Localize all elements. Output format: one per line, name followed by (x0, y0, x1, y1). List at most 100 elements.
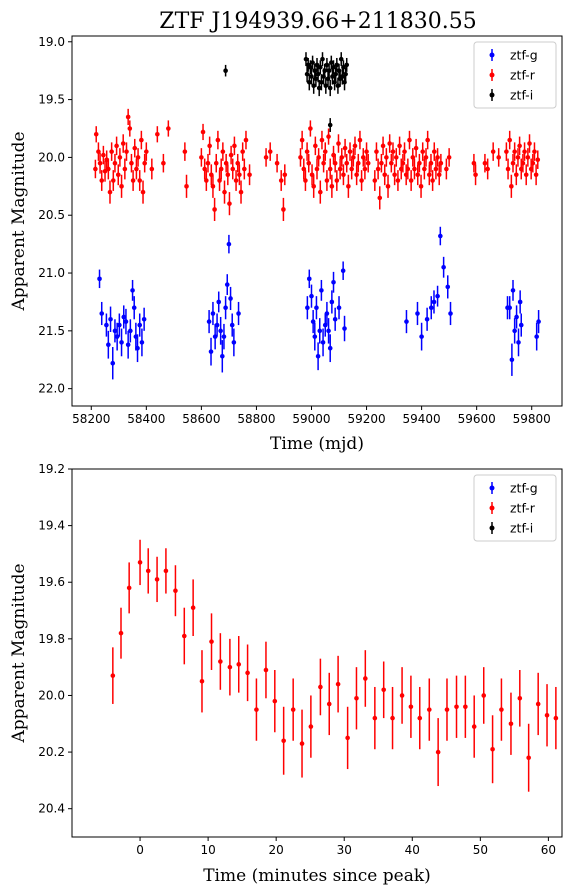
top-ztf-r-point (319, 130, 325, 150)
top-ztf-r-marker (402, 149, 407, 154)
top-ztf-r-point (377, 186, 383, 210)
bottom-axes-frame (71, 468, 563, 838)
top-x-tick-label: 58200 (72, 412, 110, 426)
top-ztf-r-marker (306, 160, 312, 166)
top-ztf-r-point (420, 142, 426, 161)
top-ztf-r-point (130, 170, 136, 191)
top-x-tick-label: 59000 (292, 412, 330, 426)
bottom-ztf-r-point (526, 723, 531, 792)
top-ztf-g-point (306, 269, 312, 289)
top-x-tick-label: 59600 (458, 412, 496, 426)
top-ztf-g-point (212, 323, 218, 350)
bottom-ztf-r-marker (508, 721, 514, 727)
top-ztf-r-point (304, 142, 310, 161)
bottom-ztf-r-point (299, 709, 305, 778)
bottom-ztf-r-marker (417, 715, 423, 721)
top-ztf-r-point (140, 180, 146, 204)
top-ztf-r-point (512, 142, 517, 161)
top-ztf-r-marker (515, 155, 521, 160)
bottom-ztf-r-marker (308, 724, 314, 729)
top-ztf-r-marker (122, 166, 128, 172)
bottom-ztf-r-marker (118, 630, 124, 636)
top-ztf-r-point (402, 142, 407, 161)
bottom-ztf-r-marker (335, 681, 341, 687)
top-ztf-g-point (534, 322, 539, 351)
top-ztf-g-point (106, 330, 111, 359)
top-ztf-g-point (517, 290, 523, 314)
top-ztf-r-point (184, 174, 189, 198)
bottom-ztf-r-marker (490, 746, 495, 752)
top-ztf-i-point (315, 66, 321, 83)
top-ztf-g-marker (518, 322, 524, 328)
top-ztf-r-point (430, 170, 435, 191)
top-ztf-r-point (379, 153, 384, 173)
top-ztf-r-marker (412, 166, 417, 172)
bottom-ztf-r-marker (154, 577, 160, 582)
top-ztf-r-marker (155, 131, 160, 137)
top-ztf-g-point (117, 313, 122, 337)
top-ztf-g-point (97, 269, 102, 289)
top-ztf-i-point (333, 67, 339, 82)
top-ztf-g-marker (329, 299, 335, 305)
top-ztf-i-point (343, 67, 348, 82)
bottom-y-ticks: 19.2 19.4 19.6 19.8 20.0 20.2 20.4 (38, 462, 72, 816)
top-ztf-r-marker (517, 143, 522, 149)
top-ztf-g-marker (509, 357, 515, 363)
top-ztf-r-marker (93, 166, 98, 172)
top-ztf-r-point (329, 174, 335, 198)
bottom-ztf-r-marker (199, 679, 205, 684)
top-ztf-r-marker (375, 166, 381, 172)
top-ztf-i-marker (323, 83, 329, 89)
top-ztf-r-point (347, 142, 353, 161)
bottom-ztf-r-marker (381, 687, 386, 693)
top-ztf-g-marker (320, 340, 326, 345)
bottom-ztf-r-point (227, 638, 233, 696)
bottom-y-axis-label: Apparent Magnitude (9, 563, 29, 743)
top-ztf-g-marker (516, 340, 521, 345)
top-ztf-r-marker (112, 160, 118, 166)
top-ztf-g-marker (517, 299, 523, 305)
top-x-ticks: 58200 58400 58600 58800 59000 59200 59400 59600… (72, 406, 551, 426)
top-ztf-r-marker (205, 160, 211, 166)
top-ztf-i-point (310, 55, 315, 70)
top-ztf-r-point (514, 164, 519, 186)
bottom-ztf-r-point (517, 669, 523, 727)
top-ztf-r-marker (281, 207, 286, 212)
top-ztf-r-point (135, 148, 141, 167)
top-ztf-g-point (121, 305, 127, 329)
top-ztf-r-marker (117, 155, 123, 160)
top-ztf-r-marker (400, 160, 406, 166)
top-ztf-r-point (336, 134, 341, 153)
top-ztf-g-marker (212, 334, 218, 339)
top-ztf-r-point (444, 158, 449, 180)
top-ztf-r-marker (220, 149, 226, 154)
top-ztf-r-point (218, 158, 224, 180)
top-ztf-r-marker (314, 166, 320, 172)
top-ztf-r-marker (97, 160, 103, 166)
top-ztf-r-point (199, 148, 204, 167)
top-ztf-r-marker (342, 145, 348, 151)
top-ztf-i-marker (340, 74, 345, 79)
top-ztf-r-point (326, 128, 331, 145)
top-ztf-r-point (299, 130, 305, 150)
top-ztf-g-marker (431, 299, 437, 305)
bottom-ztf-r-point (137, 539, 143, 586)
top-ztf-r-marker (329, 184, 335, 189)
top-ztf-r-point (423, 148, 429, 167)
top-ztf-r-point (200, 123, 206, 141)
top-ztf-r-point (364, 142, 369, 161)
bottom-ztf-r-point (173, 565, 178, 617)
top-ztf-g-point (317, 318, 323, 344)
top-ztf-g-point (99, 301, 105, 326)
top-ztf-g-point (112, 319, 118, 343)
bottom-ztf-r-point (481, 667, 487, 724)
top-ztf-r-point (446, 148, 452, 167)
bottom-ztf-r-marker (354, 695, 359, 701)
top-ztf-r-marker (184, 184, 189, 189)
bottom-ztf-r-marker (463, 704, 468, 710)
bottom-ztf-r-point (535, 672, 541, 736)
top-ztf-g-marker (110, 360, 116, 366)
top-ztf-g-marker (438, 233, 443, 239)
top-ztf-i-marker (331, 64, 336, 70)
top-ztf-r-marker (137, 178, 143, 183)
